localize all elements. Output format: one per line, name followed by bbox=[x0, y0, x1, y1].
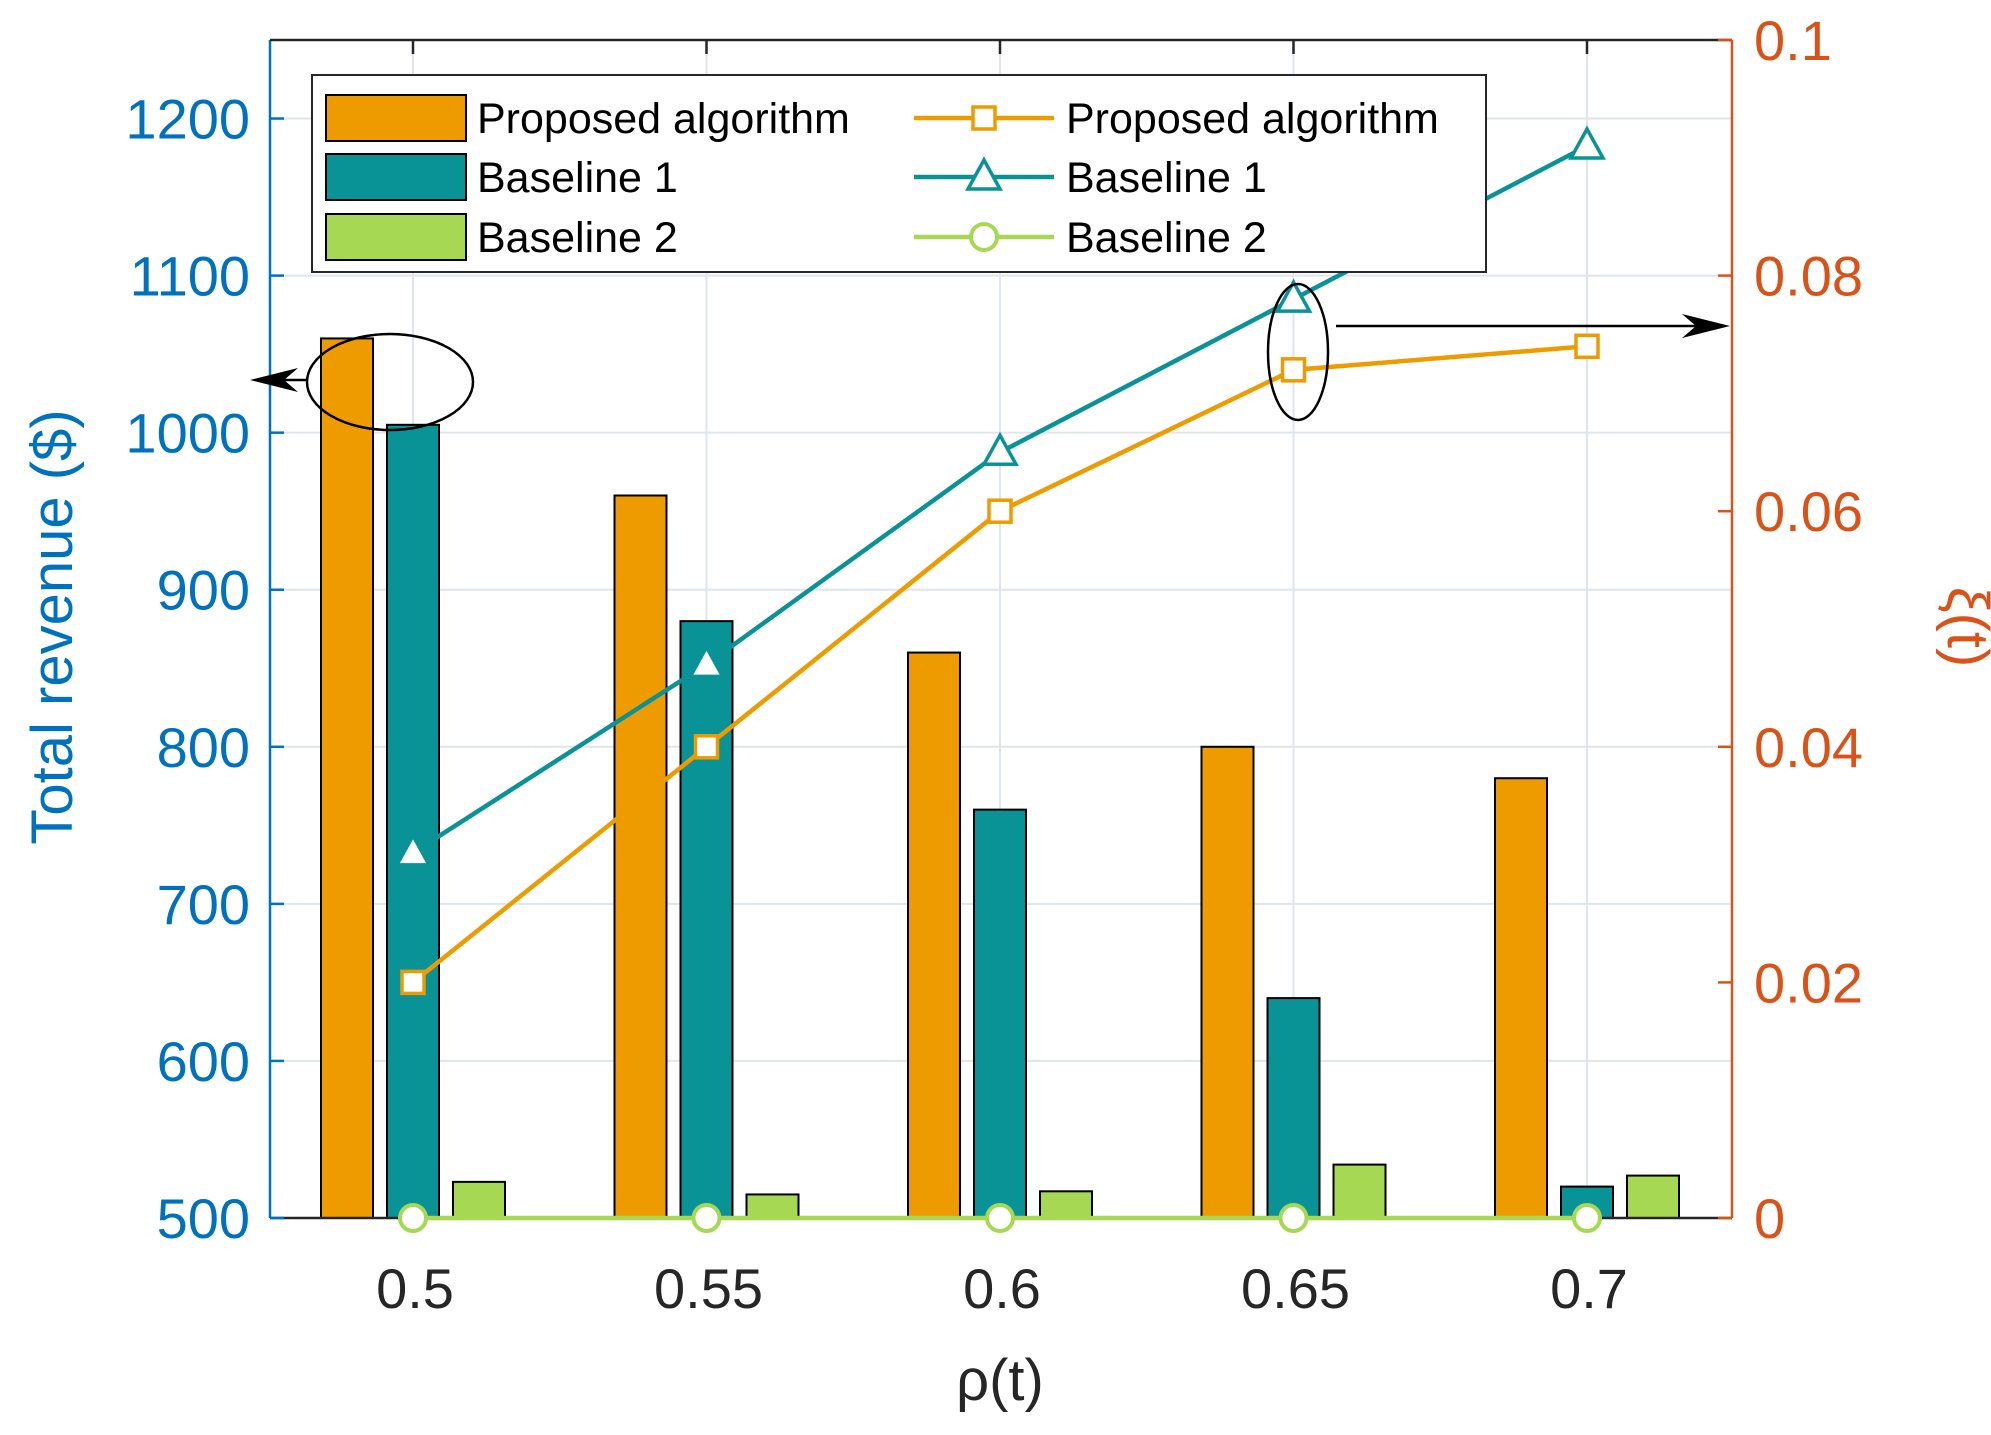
annotation-ellipse-right bbox=[1266, 282, 1330, 422]
right-tick-label: 0 bbox=[1754, 1187, 1785, 1250]
bar-proposed-algorithm-0.7 bbox=[1494, 777, 1548, 1219]
left-tick-label: 1000 bbox=[125, 402, 250, 465]
left-tick-label: 700 bbox=[157, 873, 250, 936]
marker-proposed-algorithm-0.5 bbox=[400, 969, 426, 996]
marker-proposed-algorithm-0.7 bbox=[1574, 333, 1600, 360]
right-tick-label: 0.1 bbox=[1754, 9, 1832, 72]
bar-baseline-2-0.6 bbox=[1039, 1190, 1093, 1220]
legend-label-line: Proposed algorithm bbox=[1066, 95, 1439, 143]
left-tick-label: 1100 bbox=[130, 245, 250, 308]
bar-baseline-1-0.55 bbox=[679, 620, 734, 1219]
legend-swatch-bar bbox=[325, 213, 467, 261]
marker-baseline-1-0.55 bbox=[687, 643, 726, 679]
x-tick-label: 0.7 bbox=[1550, 1257, 1628, 1320]
x-tick-label: 0.5 bbox=[376, 1257, 454, 1320]
annotation-ellipse-left bbox=[305, 332, 475, 432]
left-tick-label: 1200 bbox=[125, 88, 250, 151]
legend-marker bbox=[969, 222, 999, 252]
right-axis-label: ξ(t) bbox=[1935, 587, 1991, 668]
right-tick-label: 0.04 bbox=[1754, 716, 1863, 779]
marker-baseline-2-0.65 bbox=[1278, 1203, 1309, 1233]
right-tick-label: 0.06 bbox=[1754, 480, 1863, 543]
marker-proposed-algorithm-0.55 bbox=[693, 734, 720, 760]
bar-baseline-2-0.7 bbox=[1626, 1174, 1680, 1220]
left-tick-label: 500 bbox=[157, 1187, 250, 1250]
left-axis-label: Total revenue ($) bbox=[20, 409, 85, 844]
legend-swatch-bar bbox=[325, 94, 467, 142]
legend-label-line: Baseline 1 bbox=[1066, 154, 1267, 202]
bar-proposed-algorithm-0.5 bbox=[320, 337, 374, 1219]
marker-baseline-2-0.6 bbox=[985, 1203, 1015, 1233]
bar-baseline-1-0.65 bbox=[1266, 997, 1321, 1220]
bar-baseline-2-0.55 bbox=[745, 1193, 800, 1219]
bar-proposed-algorithm-0.6 bbox=[907, 651, 961, 1219]
marker-baseline-2-0.5 bbox=[398, 1203, 428, 1233]
legend-label-bar: Baseline 1 bbox=[477, 154, 678, 202]
legend-box bbox=[311, 74, 1487, 273]
legend-label-bar: Baseline 2 bbox=[477, 214, 678, 262]
legend-marker bbox=[965, 156, 1003, 191]
bar-proposed-algorithm-0.55 bbox=[613, 494, 668, 1219]
x-axis-label: ρ(t) bbox=[956, 1348, 1044, 1413]
x-tick-label: 0.6 bbox=[963, 1257, 1041, 1320]
marker-proposed-algorithm-0.6 bbox=[987, 498, 1013, 524]
annotation-arrow-left-head bbox=[250, 368, 298, 392]
bar-baseline-1-0.5 bbox=[386, 423, 440, 1219]
left-tick-label: 800 bbox=[157, 716, 250, 779]
marker-baseline-2-0.7 bbox=[1572, 1203, 1602, 1233]
legend-label-bar: Proposed algorithm bbox=[477, 95, 850, 143]
left-tick-label: 600 bbox=[157, 1030, 250, 1093]
bar-proposed-algorithm-0.65 bbox=[1200, 745, 1255, 1219]
annotation-arrow-right-head bbox=[1682, 314, 1730, 338]
bar-baseline-2-0.5 bbox=[452, 1180, 506, 1219]
x-tick-label: 0.65 bbox=[1241, 1257, 1350, 1320]
marker-baseline-1-0.5 bbox=[394, 832, 432, 867]
bar-baseline-2-0.65 bbox=[1332, 1163, 1387, 1219]
marker-baseline-1-0.65 bbox=[1274, 278, 1313, 313]
legend-marker bbox=[971, 105, 997, 131]
x-tick-label: 0.55 bbox=[654, 1257, 763, 1320]
marker-proposed-algorithm-0.65 bbox=[1280, 357, 1307, 383]
left-tick-label: 900 bbox=[157, 559, 250, 622]
bar-baseline-1-0.6 bbox=[973, 808, 1027, 1219]
legend-swatch-bar bbox=[325, 153, 467, 201]
marker-baseline-2-0.55 bbox=[691, 1203, 722, 1233]
marker-baseline-1-0.6 bbox=[981, 431, 1019, 467]
right-tick-label: 0.02 bbox=[1754, 951, 1863, 1014]
right-tick-label: 0.08 bbox=[1754, 245, 1863, 308]
legend-label-line: Baseline 2 bbox=[1066, 214, 1267, 262]
marker-baseline-1-0.7 bbox=[1568, 125, 1606, 160]
